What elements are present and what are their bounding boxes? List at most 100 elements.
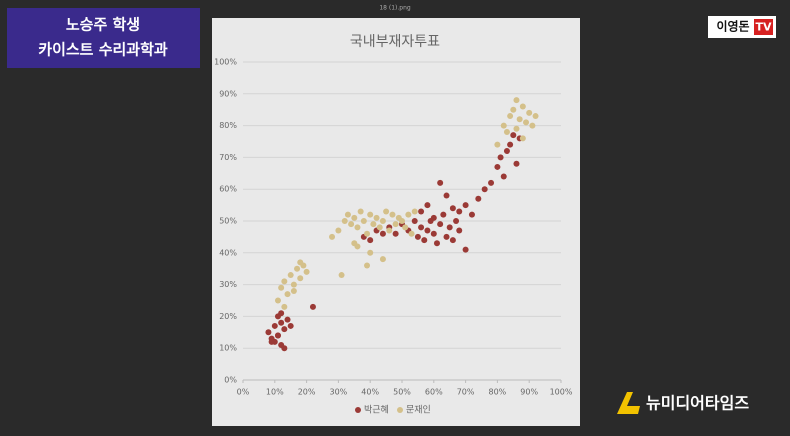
point [475, 195, 482, 202]
point [500, 173, 507, 180]
point [367, 249, 374, 256]
point [405, 211, 412, 218]
point [281, 326, 288, 333]
point [278, 284, 285, 291]
x-tick-label: 90% [520, 388, 538, 397]
point [297, 275, 304, 282]
point [468, 211, 475, 218]
point [338, 272, 345, 279]
point [437, 179, 444, 186]
point [424, 227, 431, 234]
point [294, 265, 301, 272]
point [392, 221, 399, 228]
caption-box [7, 8, 200, 68]
x-tick-label: 40% [361, 388, 379, 397]
point [503, 148, 510, 155]
point [437, 221, 444, 228]
point [271, 322, 278, 329]
point [516, 116, 523, 123]
point [287, 322, 294, 329]
point [513, 125, 520, 132]
point [532, 113, 539, 120]
point [481, 186, 488, 193]
legend-label: 박근혜 [364, 404, 389, 416]
point [284, 316, 291, 323]
point [494, 163, 501, 170]
point [370, 221, 377, 228]
point [443, 233, 450, 240]
point [268, 338, 275, 345]
point [297, 259, 304, 266]
x-tick-label: 20% [298, 388, 316, 397]
point [443, 192, 450, 199]
point [354, 224, 361, 231]
point [364, 262, 371, 269]
y-tick-label: 70% [219, 153, 237, 162]
point [278, 310, 285, 317]
y-tick-label: 100% [214, 58, 237, 67]
y-tick-label: 30% [219, 280, 237, 289]
point [265, 329, 272, 336]
legend-marker [397, 407, 403, 413]
point [456, 227, 463, 234]
window-title: 18 (1).png [379, 5, 411, 12]
x-tick-label: 30% [330, 388, 348, 397]
point [274, 297, 281, 304]
point [411, 218, 418, 224]
x-tick-label: 10% [266, 388, 284, 397]
point [290, 287, 297, 294]
point [507, 141, 514, 148]
y-tick-label: 40% [219, 248, 237, 257]
point [497, 154, 504, 161]
point [341, 218, 348, 224]
point [360, 218, 367, 224]
point [329, 233, 336, 240]
point [430, 214, 437, 221]
point [364, 230, 371, 237]
x-tick-label: 100% [550, 388, 573, 397]
point [344, 211, 351, 218]
point [446, 224, 453, 231]
point [503, 128, 510, 135]
point [414, 233, 421, 240]
point [488, 179, 495, 186]
watermark: 뉴미디어타임즈 [646, 394, 749, 413]
point [379, 218, 386, 224]
point [507, 113, 514, 120]
point [386, 227, 393, 234]
y-tick-label: 50% [219, 217, 237, 226]
y-tick-label: 80% [219, 121, 237, 130]
x-tick-label: 50% [393, 388, 411, 397]
point [351, 214, 358, 221]
point [418, 208, 425, 215]
point [513, 97, 520, 104]
point [274, 332, 281, 339]
point [449, 237, 456, 244]
point [281, 345, 288, 352]
y-tick-label: 90% [219, 89, 237, 98]
x-tick-label: 0% [237, 388, 250, 397]
point [523, 119, 530, 126]
point [526, 109, 533, 116]
point [284, 291, 291, 298]
point [519, 103, 526, 110]
point [433, 240, 440, 247]
point [440, 211, 447, 218]
plot: 0% 10% 20% 30% 40% 50% 60% 70% 80% 90% 100% 0% 10% 20… [214, 58, 573, 416]
logo-name: 이영돈 [716, 19, 749, 34]
point [389, 211, 396, 218]
point [357, 208, 364, 215]
y-tick-label: 0% [224, 376, 237, 385]
point [494, 141, 501, 148]
point [278, 319, 285, 326]
point [309, 303, 316, 310]
point [287, 272, 294, 279]
y-tick-label: 10% [219, 344, 237, 353]
point [462, 246, 469, 253]
point [519, 135, 526, 142]
point [335, 227, 342, 234]
caption-name: 노승주 학생 [66, 16, 140, 34]
point [408, 230, 415, 237]
x-tick-label: 60% [425, 388, 443, 397]
